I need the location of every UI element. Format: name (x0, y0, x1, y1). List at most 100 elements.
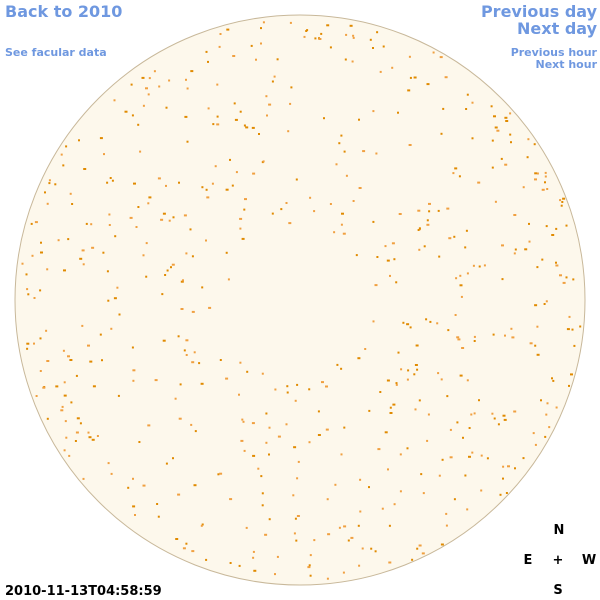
facula (395, 383, 398, 386)
facula (511, 336, 515, 339)
facula (534, 304, 538, 307)
facula (289, 102, 292, 105)
facula (468, 455, 471, 458)
facula (452, 172, 455, 175)
facula (201, 286, 204, 289)
facula (225, 377, 229, 380)
facula (505, 120, 509, 122)
facula (65, 436, 68, 439)
facula (357, 357, 361, 360)
facula (491, 139, 494, 142)
facula (69, 192, 72, 195)
facula (63, 449, 66, 452)
previous-hour-link[interactable]: Previous hour (511, 46, 598, 59)
facula (243, 124, 246, 127)
facula (551, 234, 555, 236)
facula (172, 216, 175, 219)
facula (99, 333, 102, 336)
facula (131, 346, 134, 349)
facula (439, 56, 443, 59)
facula (285, 423, 288, 426)
facula (79, 257, 83, 260)
facula (496, 129, 500, 132)
facula (207, 107, 210, 110)
facula (156, 503, 159, 505)
facula (87, 431, 90, 434)
facula (438, 474, 441, 477)
facula (185, 542, 188, 545)
facula (364, 348, 367, 350)
facula (347, 539, 350, 542)
facula (63, 381, 66, 384)
facula (309, 196, 312, 199)
facula (418, 227, 421, 230)
back-link[interactable]: Back to 2010 (5, 2, 122, 21)
facula (57, 239, 60, 242)
next-day-link[interactable]: Next day (517, 19, 598, 38)
facula (317, 410, 320, 413)
facula (33, 342, 35, 345)
facula (177, 335, 180, 338)
facula (244, 198, 247, 201)
facula (110, 472, 113, 475)
facula (30, 222, 33, 225)
facula (502, 414, 506, 417)
facula (389, 406, 392, 409)
facula (31, 254, 34, 257)
facula (456, 421, 459, 424)
facula (296, 477, 299, 480)
facula (239, 217, 243, 220)
facula (168, 79, 171, 82)
facula (504, 334, 506, 337)
facula (340, 367, 343, 370)
facula (340, 453, 343, 456)
facula (182, 279, 184, 282)
facula (349, 24, 353, 27)
facula (137, 206, 140, 208)
facula (340, 134, 343, 137)
facula (285, 202, 288, 204)
facula (386, 259, 390, 262)
previous-day-link[interactable]: Previous day (481, 2, 598, 21)
facula (191, 255, 194, 258)
next-hour-link[interactable]: Next hour (536, 58, 598, 71)
facula (179, 383, 182, 386)
facula (116, 286, 119, 289)
facula (172, 457, 174, 460)
facula (21, 262, 24, 265)
facula (260, 27, 262, 30)
facula (216, 115, 219, 118)
facula (81, 249, 85, 252)
facula (372, 220, 375, 223)
facula (297, 460, 300, 463)
facula (544, 181, 546, 184)
facula (208, 306, 212, 309)
facula (510, 327, 513, 330)
facula (579, 325, 582, 328)
facula (343, 150, 346, 153)
facula (62, 349, 65, 352)
facula (406, 447, 409, 450)
facula (308, 388, 311, 391)
facula (449, 456, 453, 459)
facula (457, 338, 461, 341)
facula (426, 439, 429, 442)
facula (409, 76, 412, 79)
facula (82, 263, 85, 266)
facula (448, 237, 452, 240)
facula (148, 196, 152, 199)
facula (214, 165, 217, 168)
facula (391, 242, 395, 245)
facula (510, 141, 512, 144)
facula (502, 477, 504, 480)
facula (101, 359, 103, 362)
facula (46, 417, 49, 420)
facula (454, 314, 457, 316)
facula (289, 21, 292, 24)
facular-link[interactable]: See facular data (5, 46, 107, 59)
facula (505, 492, 508, 494)
facula (294, 517, 297, 520)
facula (106, 270, 109, 273)
facula (185, 252, 188, 255)
facula (546, 402, 549, 405)
